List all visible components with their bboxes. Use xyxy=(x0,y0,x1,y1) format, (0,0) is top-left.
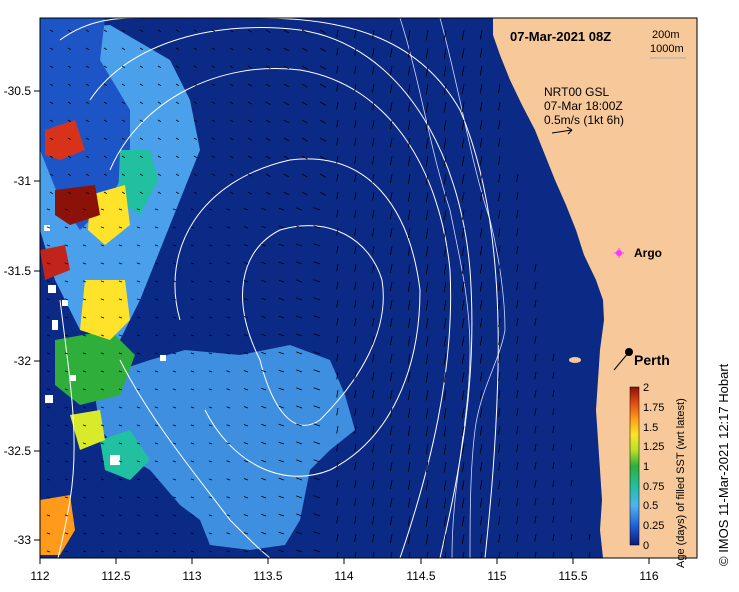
y-axis: -30.5 -31 -31.5 -32 -32.5 -33 xyxy=(4,84,40,547)
sst-patch-red-2 xyxy=(40,245,70,280)
y-tick-label: -33 xyxy=(14,533,32,547)
colorbar-tick-label: 0 xyxy=(643,540,649,552)
y-tick-label: -31 xyxy=(14,174,32,188)
sst-patch-teal xyxy=(118,150,158,215)
colorbar-tick-label: 1 xyxy=(643,461,649,473)
sst-patch-teal-south xyxy=(100,430,150,480)
sst-patch-orange xyxy=(40,495,75,555)
land-area xyxy=(493,18,697,558)
product-name: NRT00 GSL xyxy=(544,85,609,99)
y-tick-label: -31.5 xyxy=(4,264,32,278)
x-tick-label: 115.5 xyxy=(558,569,587,583)
x-tick-label: 113.5 xyxy=(253,569,282,583)
colorbar-label: Age (days) of filled SST (wrt latest) xyxy=(675,398,687,568)
x-tick-label: 112 xyxy=(30,569,49,583)
plot-frame xyxy=(39,17,698,559)
x-tick-label: 114.5 xyxy=(406,569,435,583)
x-tick-label: 116 xyxy=(639,569,658,583)
sst-patch-darkred xyxy=(55,185,100,225)
current-vectors xyxy=(46,29,591,558)
x-axis: 112 112.5 113 113.5 114 114.5 115 115.5 … xyxy=(30,558,659,583)
colorbar-tick-label: 2 xyxy=(643,382,649,394)
island xyxy=(569,357,581,363)
colorbar-tick-label: 0.25 xyxy=(643,520,664,532)
x-tick-label: 115 xyxy=(487,569,506,583)
y-tick-label: -32 xyxy=(14,354,32,368)
contour-legend-200m: 200m xyxy=(652,29,680,41)
y-tick-label: -30.5 xyxy=(4,84,32,98)
argo-marker xyxy=(614,248,624,258)
vector-scale-arrow xyxy=(551,126,573,135)
x-tick-label: 114 xyxy=(334,569,353,583)
colorbar-tick-label: 1.5 xyxy=(643,422,658,434)
perth-leader xyxy=(613,351,630,371)
colorbar-tick-label: 1.25 xyxy=(643,441,664,453)
colorbar-tick-label: 1.75 xyxy=(643,402,664,414)
colorbar-tick-label: 0.75 xyxy=(643,481,664,493)
sst-patch-midblue xyxy=(40,18,130,230)
map-title: 07-Mar-2021 08Z xyxy=(510,29,611,44)
contour-legend-1000m: 1000m xyxy=(650,43,684,55)
sst-patch-yellow xyxy=(80,280,130,340)
sst-patch-yellow-2 xyxy=(88,185,130,245)
product-time: 07-Mar 18:00Z xyxy=(544,99,623,113)
colorbar xyxy=(629,386,640,546)
x-tick-label: 112.5 xyxy=(101,569,130,583)
x-tick-label: 113 xyxy=(182,569,201,583)
colorbar-ticks: 2 1.75 1.5 1.25 1 0.75 0.5 0.25 0 xyxy=(643,382,664,552)
sst-patch-red xyxy=(45,120,85,160)
sst-patch-lightblue xyxy=(95,345,355,550)
y-tick-label: -32.5 xyxy=(4,444,32,458)
no-data-speckles xyxy=(44,225,166,465)
credit-text: © IMOS 11-Mar-2021 12:17 Hobart xyxy=(716,363,731,566)
sst-patch-yellow-3 xyxy=(70,410,105,450)
perth-label: Perth xyxy=(634,352,670,368)
vector-scale-label: 0.5m/s (1kt 6h) xyxy=(544,113,624,127)
colorbar-tick-label: 0.5 xyxy=(643,500,658,512)
argo-label: Argo xyxy=(634,246,662,260)
sst-patch-green xyxy=(55,330,135,405)
